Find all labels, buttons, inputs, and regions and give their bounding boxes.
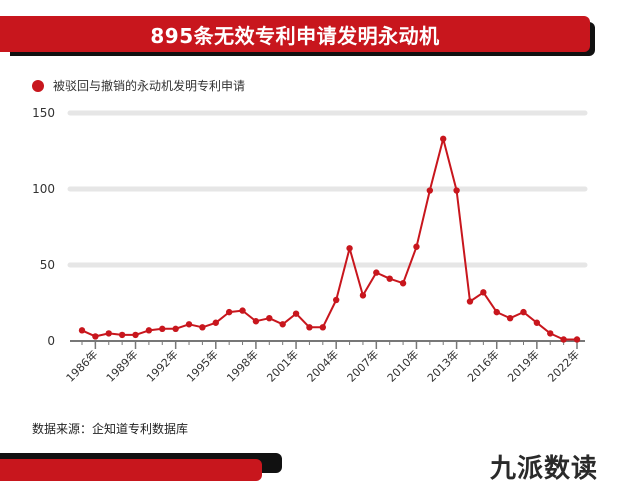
data-point (118, 331, 126, 339)
data-point (225, 308, 233, 316)
data-point (493, 308, 500, 316)
data-point (78, 327, 86, 334)
data-point (453, 187, 460, 194)
data-point (533, 319, 541, 326)
x-tick-label: 2019年 (505, 347, 542, 384)
data-point (399, 280, 407, 287)
data-point (145, 327, 153, 334)
x-tick-label: 2001年 (264, 347, 301, 384)
y-tick-label: 100 (32, 182, 55, 196)
data-point (266, 315, 273, 322)
data-point (92, 333, 99, 340)
x-tick-label: 1986年 (63, 347, 100, 384)
data-point (440, 135, 447, 143)
x-tick-label: 1998年 (224, 347, 261, 384)
x-tick-label: 2010年 (384, 347, 421, 384)
footer-bar (0, 459, 262, 481)
data-point (212, 319, 219, 326)
data-point (319, 324, 327, 331)
brand-logo: 九派数读 (489, 454, 598, 484)
legend: 被驳回与撤销的永动机发明专利申请 (32, 77, 245, 94)
data-point (359, 292, 367, 299)
x-tick-label: 2022年 (545, 347, 582, 384)
data-point (386, 275, 393, 282)
data-source: 数据来源：企知道专利数据库 (32, 422, 189, 436)
data-point (426, 187, 434, 194)
series-line (81, 137, 577, 341)
x-tick-label: 2004年 (304, 347, 341, 384)
legend-label: 被驳回与撤销的永动机发明专利申请 (53, 79, 246, 93)
data-point (346, 245, 353, 252)
data-point (252, 318, 260, 325)
data-point (547, 330, 554, 337)
data-point (332, 296, 340, 304)
data-point (159, 325, 166, 333)
chart-title: 895条无效专利申请发明永动机 (0, 16, 590, 52)
x-tick-label: 2007年 (344, 347, 381, 384)
data-point (373, 269, 380, 276)
x-tick-label: 1992年 (143, 347, 180, 384)
x-tick-label: 1989年 (103, 347, 140, 384)
data-point (105, 330, 112, 337)
x-tick-label: 2013年 (424, 347, 461, 384)
data-point (172, 325, 179, 333)
data-point (306, 324, 313, 331)
data-point (279, 321, 286, 328)
data-point (199, 324, 206, 331)
x-tick-label: 1995年 (183, 347, 220, 384)
data-point (573, 336, 581, 343)
data-point (132, 331, 139, 339)
data-point (292, 310, 300, 317)
data-point (185, 321, 193, 328)
data-point (466, 298, 474, 305)
data-point (520, 308, 527, 316)
y-tick-label: 50 (40, 258, 55, 272)
data-point (480, 289, 487, 296)
legend-marker (32, 79, 44, 92)
y-tick-label: 0 (47, 334, 55, 348)
data-point (239, 307, 246, 314)
y-tick-label: 150 (32, 106, 55, 120)
x-tick-label: 2016年 (464, 347, 501, 384)
data-point (560, 336, 567, 343)
data-point (413, 243, 420, 250)
data-point (506, 315, 514, 322)
